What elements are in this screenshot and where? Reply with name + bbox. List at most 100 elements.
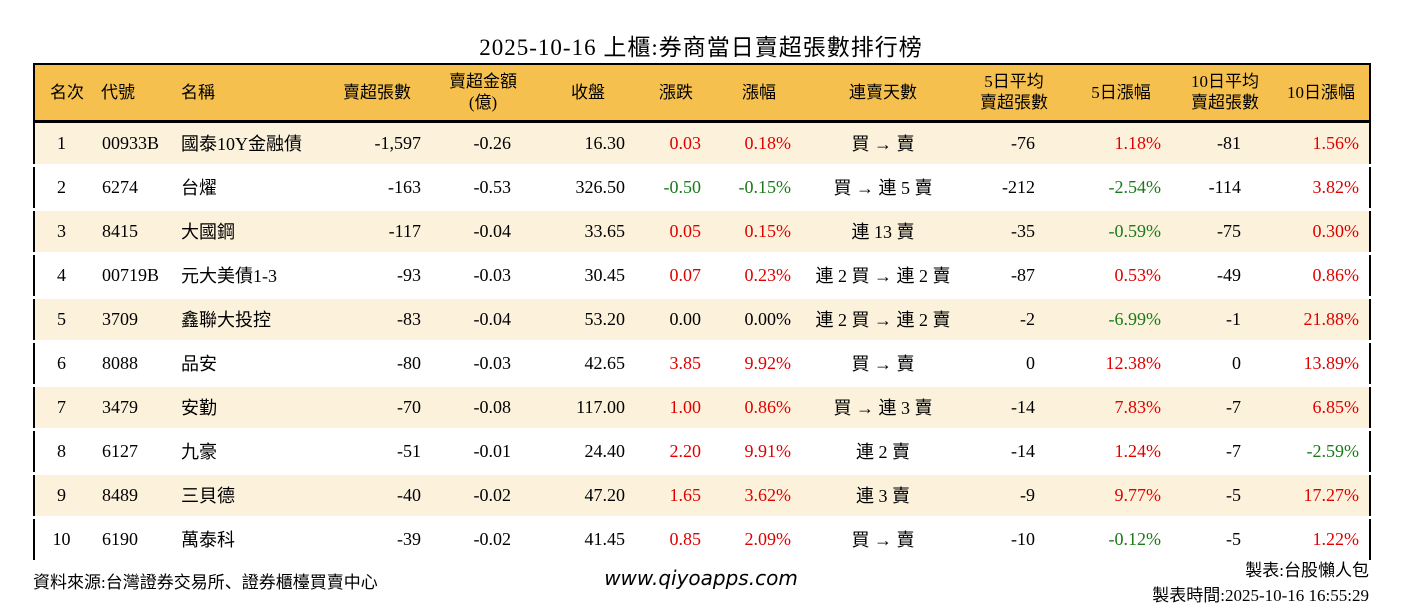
cell-rank: 1: [34, 120, 88, 167]
cell-sell-volume: -80: [327, 341, 427, 387]
column-header-change: 漲跌: [637, 64, 715, 123]
cell-pct5: 1.18%: [1065, 120, 1177, 167]
footer-credits: 製表:台股懶人包 製表時間:2025-10-16 16:55:29: [1152, 558, 1369, 608]
cell-change-pct: 0.15%: [715, 209, 803, 255]
cell-close: 16.30: [539, 120, 637, 167]
cell-pct10: 1.22%: [1273, 517, 1370, 563]
cell-pct5: -6.99%: [1065, 297, 1177, 343]
cell-pct5: -0.59%: [1065, 209, 1177, 255]
generated-timestamp: 製表時間:2025-10-16 16:55:29: [1152, 586, 1369, 605]
column-header-pct5: 5日漲幅: [1065, 64, 1177, 123]
cell-sell-volume: -1,597: [327, 120, 427, 167]
cell-sell-amount: -0.02: [427, 473, 539, 519]
cell-change-pct: 0.00%: [715, 297, 803, 343]
cell-pct10: 0.30%: [1273, 209, 1370, 255]
cell-pct5: -0.12%: [1065, 517, 1177, 563]
cell-pct10: 1.56%: [1273, 120, 1370, 167]
cell-change-pct: 0.23%: [715, 253, 803, 299]
cell-sell-amount: -0.04: [427, 297, 539, 343]
cell-rank: 10: [34, 517, 88, 563]
cell-avg5: -14: [963, 385, 1065, 431]
cell-change-pct: 3.62%: [715, 473, 803, 519]
cell-pct10: 6.85%: [1273, 385, 1370, 431]
cell-rank: 9: [34, 473, 88, 519]
cell-avg5: -2: [963, 297, 1065, 343]
cell-streak: 連 2 買 → 連 2 賣: [803, 253, 963, 299]
cell-rank: 3: [34, 209, 88, 255]
cell-close: 41.45: [539, 517, 637, 563]
column-header-avg10: 10日平均 賣超張數: [1177, 64, 1273, 123]
cell-change-pct: 9.92%: [715, 341, 803, 387]
table-row: 1 00933B 國泰10Y金融債 -1,597 -0.26 16.30 0.03 0.18%…: [34, 120, 1370, 167]
cell-avg10: -5: [1177, 517, 1273, 563]
cell-streak: 連 2 買 → 連 2 賣: [803, 297, 963, 343]
cell-sell-amount: -0.04: [427, 209, 539, 255]
page-title: 2025-10-16 上櫃:券商當日賣超張數排行榜: [479, 35, 923, 60]
table-header-row: 名次 代號 名稱 賣超張數 賣超金額 (億) 收盤 漲跌 漲幅 連賣天數 5日平均 賣超張數 5日漲…: [34, 64, 1370, 123]
cell-streak: 買 → 連 3 賣: [803, 385, 963, 431]
cell-code: 6127: [88, 429, 172, 475]
cell-name: 九豪: [172, 429, 327, 475]
ranking-table: 名次 代號 名稱 賣超張數 賣超金額 (億) 收盤 漲跌 漲幅 連賣天數 5日平均 賣超張數 5日漲…: [33, 63, 1371, 563]
cell-change: 2.20: [637, 429, 715, 475]
cell-rank: 5: [34, 297, 88, 343]
table-row: 2 6274 台燿 -163 -0.53 326.50 -0.50 -0.15% 買 → 連 5…: [34, 165, 1370, 211]
cell-avg10: 0: [1177, 341, 1273, 387]
table-body: 1 00933B 國泰10Y金融債 -1,597 -0.26 16.30 0.03 0.18%…: [34, 120, 1370, 563]
cell-code: 6274: [88, 165, 172, 211]
cell-streak: 連 13 賣: [803, 209, 963, 255]
table-row: 10 6190 萬泰科 -39 -0.02 41.45 0.85 2.09% 買 → 賣 -10-…: [34, 517, 1370, 563]
cell-code: 00719B: [88, 253, 172, 299]
table-row: 3 8415 大國鋼 -117 -0.04 33.65 0.05 0.15% 連 13 賣 -35…: [34, 209, 1370, 255]
maker-label: 製表:台股懶人包: [1245, 561, 1369, 580]
cell-change: 1.00: [637, 385, 715, 431]
cell-name: 三貝德: [172, 473, 327, 519]
cell-close: 42.65: [539, 341, 637, 387]
column-header-code: 代號: [88, 64, 172, 123]
cell-sell-amount: -0.08: [427, 385, 539, 431]
cell-streak: 買 → 賣: [803, 517, 963, 563]
column-header-change-pct: 漲幅: [715, 64, 803, 123]
cell-sell-volume: -40: [327, 473, 427, 519]
cell-avg5: -87: [963, 253, 1065, 299]
cell-change-pct: -0.15%: [715, 165, 803, 211]
column-header-streak: 連賣天數: [803, 64, 963, 123]
cell-avg10: -49: [1177, 253, 1273, 299]
column-header-rank: 名次: [34, 64, 88, 123]
table-row: 6 8088 品安 -80 -0.03 42.65 3.85 9.92% 買 → 賣 0 12.38…: [34, 341, 1370, 387]
cell-pct10: 13.89%: [1273, 341, 1370, 387]
cell-name: 品安: [172, 341, 327, 387]
column-header-name: 名稱: [172, 64, 327, 123]
cell-name: 大國鋼: [172, 209, 327, 255]
cell-change: 0.00: [637, 297, 715, 343]
cell-name: 元大美債1-3: [172, 253, 327, 299]
cell-avg10: -114: [1177, 165, 1273, 211]
cell-rank: 6: [34, 341, 88, 387]
cell-avg5: -76: [963, 120, 1065, 167]
cell-avg10: -5: [1177, 473, 1273, 519]
cell-code: 3709: [88, 297, 172, 343]
cell-change: 0.07: [637, 253, 715, 299]
ranking-table-container: 名次 代號 名稱 賣超張數 賣超金額 (億) 收盤 漲跌 漲幅 連賣天數 5日平均 賣超張數 5日漲…: [33, 63, 1371, 563]
cell-rank: 8: [34, 429, 88, 475]
cell-name: 萬泰科: [172, 517, 327, 563]
website-url: www.qiyoapps.com: [604, 566, 798, 590]
cell-pct5: 9.77%: [1065, 473, 1177, 519]
cell-streak: 買 → 連 5 賣: [803, 165, 963, 211]
cell-rank: 2: [34, 165, 88, 211]
cell-code: 00933B: [88, 120, 172, 167]
cell-sell-volume: -83: [327, 297, 427, 343]
cell-sell-volume: -70: [327, 385, 427, 431]
cell-avg5: -14: [963, 429, 1065, 475]
table-row: 7 3479 安勤 -70 -0.08 117.00 1.00 0.86% 買 → 連 3 賣-…: [34, 385, 1370, 431]
data-source-note: 資料來源:台灣證券交易所、證券櫃檯買賣中心: [33, 573, 378, 592]
cell-sell-amount: -0.01: [427, 429, 539, 475]
cell-sell-volume: -117: [327, 209, 427, 255]
cell-name: 台燿: [172, 165, 327, 211]
cell-sell-amount: -0.03: [427, 341, 539, 387]
table-row: 4 00719B 元大美債1-3 -93 -0.03 30.45 0.07 0.23% 連 2 …: [34, 253, 1370, 299]
cell-code: 6190: [88, 517, 172, 563]
cell-pct5: 1.24%: [1065, 429, 1177, 475]
cell-code: 8088: [88, 341, 172, 387]
column-header-avg5: 5日平均 賣超張數: [963, 64, 1065, 123]
